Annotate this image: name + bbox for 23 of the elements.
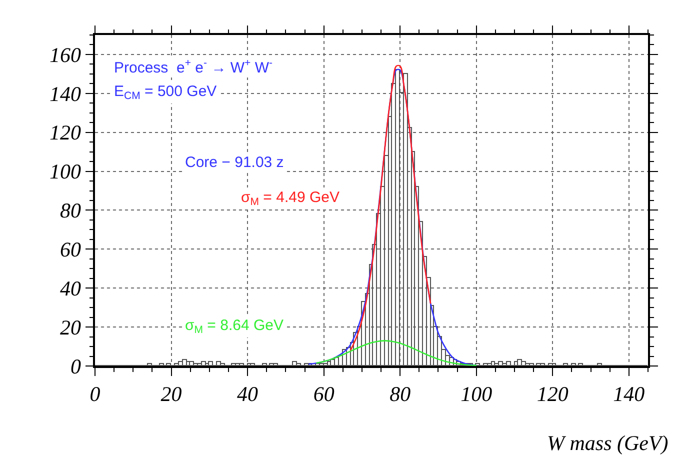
y-tick-label: 120 [50, 120, 82, 145]
x-tick-label: 40 [237, 382, 259, 406]
annotation: σ$_{M}$ = 8.64 GeV [185, 317, 284, 336]
annotation: Process e$^{+}$ e$^{-}$ → W$^{+}$ W$^{-}$ [114, 57, 273, 76]
y-tick-label: 80 [60, 198, 82, 223]
x-tick-label: 20 [160, 382, 182, 406]
x-tick-label: 100 [460, 382, 493, 406]
y-tick-label: 160 [50, 42, 82, 67]
y-tick-label: 140 [50, 82, 82, 106]
x-tick-label: 140 [613, 382, 646, 406]
y-tick-label: 100 [50, 160, 82, 184]
x-tick-label: 80 [390, 382, 412, 406]
x-tick-label: 60 [313, 382, 335, 406]
x-tick-label: 120 [536, 382, 569, 406]
y-tick-label: 40 [60, 276, 82, 300]
y-tick-label: 20 [60, 315, 82, 340]
y-tick-label: 0 [70, 354, 82, 378]
x-axis-title: W mass (GeV) [547, 431, 668, 455]
annotation: Core − 91.03 z [185, 154, 284, 171]
x-tick-label: 0 [90, 382, 101, 406]
annotation: σ$_{M}$ = 4.49 GeV [241, 189, 340, 208]
y-tick-label: 60 [60, 238, 82, 262]
annotation: E$_{CM}$ = 500 GeV [114, 83, 217, 102]
